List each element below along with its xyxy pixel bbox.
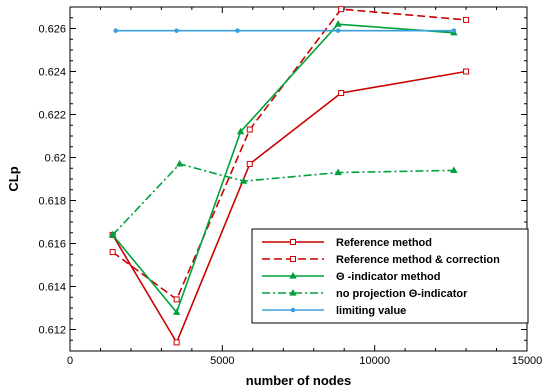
x-tick-label: 5000 bbox=[210, 355, 234, 367]
y-tick-label: 0.614 bbox=[38, 282, 66, 294]
data-point bbox=[247, 161, 252, 166]
data-point bbox=[339, 91, 344, 96]
legend-marker bbox=[291, 308, 295, 312]
legend-marker bbox=[291, 240, 296, 245]
legend-label: Reference method bbox=[336, 237, 432, 249]
legend: Reference method Reference method & corre… bbox=[252, 229, 528, 323]
legend-label: Reference method & correction bbox=[336, 254, 500, 266]
data-point bbox=[452, 29, 456, 33]
data-point bbox=[236, 29, 240, 33]
data-point bbox=[175, 29, 179, 33]
data-point bbox=[110, 250, 115, 255]
x-tick-label: 0 bbox=[67, 355, 73, 367]
data-point bbox=[177, 161, 183, 166]
legend-label: limiting value bbox=[336, 305, 406, 317]
data-point bbox=[464, 17, 469, 22]
legend-marker bbox=[291, 257, 296, 262]
legend-label: Θ -indicator method bbox=[336, 271, 441, 283]
data-point bbox=[174, 297, 179, 302]
y-tick-label: 0.626 bbox=[38, 24, 66, 36]
data-point bbox=[114, 29, 118, 33]
data-point bbox=[339, 7, 344, 12]
legend-label: no projection Θ-indicator bbox=[336, 288, 468, 300]
data-point bbox=[464, 69, 469, 74]
data-point bbox=[174, 340, 179, 345]
data-point bbox=[336, 29, 340, 33]
y-tick-label: 0.612 bbox=[38, 325, 66, 337]
y-tick-label: 0.624 bbox=[38, 67, 66, 79]
data-point bbox=[247, 127, 252, 132]
y-tick-label: 0.616 bbox=[38, 239, 66, 251]
x-tick-label: 15000 bbox=[512, 355, 543, 367]
y-tick-label: 0.62 bbox=[45, 153, 66, 165]
y-tick-label: 0.622 bbox=[38, 110, 66, 122]
series-3 bbox=[110, 161, 457, 237]
series-line bbox=[113, 164, 454, 235]
x-tick-label: 10000 bbox=[359, 355, 390, 367]
x-axis-label: number of nodes bbox=[246, 373, 351, 388]
y-axis-label: CLp bbox=[6, 166, 21, 191]
y-tick-label: 0.618 bbox=[38, 196, 66, 208]
